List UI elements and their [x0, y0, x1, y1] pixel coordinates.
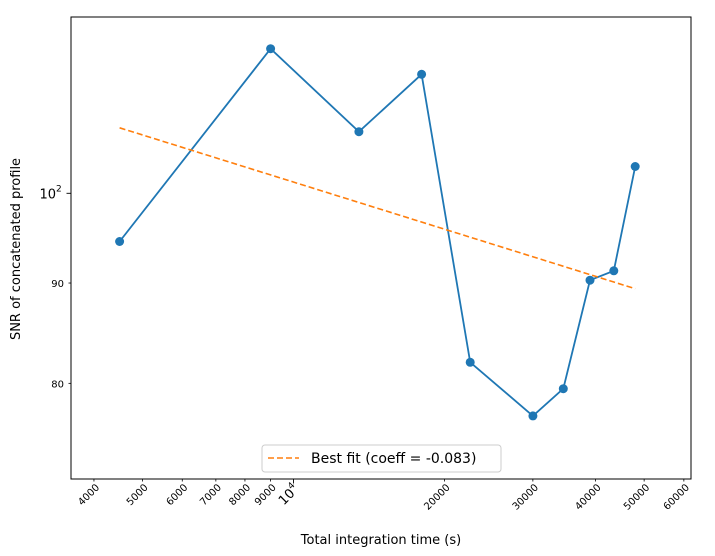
y-axis-label: SNR of concatenated profile	[9, 158, 24, 340]
snr-data-point	[585, 275, 595, 285]
snr-series-line	[118, 47, 637, 418]
snr-data-point	[465, 357, 475, 367]
legend-box	[261, 444, 502, 473]
legend-label-fit: Best fit (coeff = -0.083)	[311, 451, 476, 467]
y-axis-ticks: 80 90 10 2	[39, 184, 71, 390]
y-tick-exponent: 2	[56, 184, 62, 194]
plot-frame	[70, 16, 692, 480]
best-fit-line	[119, 127, 636, 290]
y-tick-label: 90	[51, 279, 64, 290]
y-tick-label: 80	[51, 379, 64, 390]
snr-data-point	[354, 127, 364, 137]
snr-data-point	[417, 69, 427, 79]
plot-lines	[118, 47, 637, 418]
snr-data-point	[630, 162, 640, 171]
snr-data-point	[528, 411, 538, 421]
snr-data-point	[558, 384, 568, 394]
legend: Best fit (coeff = -0.083)	[261, 444, 502, 473]
snr-data-point	[266, 44, 276, 54]
snr-data-point	[609, 266, 619, 276]
plot-markers	[115, 44, 640, 421]
y-tick-label: 10	[39, 187, 56, 202]
snr-data-point	[115, 237, 125, 246]
x-axis-label: Total integration time (s)	[300, 533, 461, 548]
